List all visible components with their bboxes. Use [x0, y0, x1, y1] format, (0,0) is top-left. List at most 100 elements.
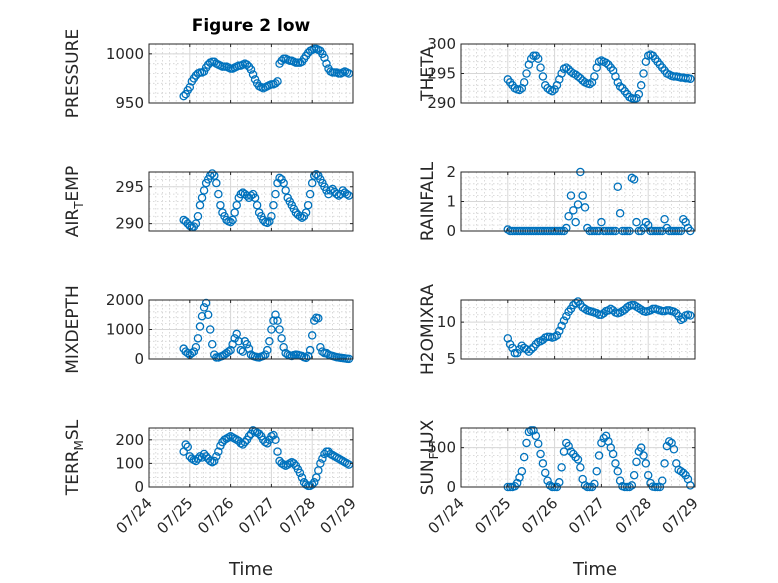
series-points [503, 297, 695, 358]
y-axis-label: SUNFLUX [418, 419, 441, 495]
data-point [303, 200, 313, 210]
data-point [271, 435, 280, 445]
x-tick-label: 07/27 [235, 494, 278, 537]
data-point [326, 186, 335, 195]
data-point [540, 468, 550, 478]
tick-marks [148, 44, 354, 104]
data-point [189, 347, 199, 356]
data-point [242, 339, 252, 349]
data-point [552, 331, 562, 340]
y-axis-label: MIXDEPTH [63, 285, 83, 374]
data-point [569, 206, 578, 215]
data-point [615, 209, 625, 218]
data-point [590, 72, 599, 81]
data-point [660, 214, 669, 224]
data-point [301, 353, 311, 363]
y-tick-label: 295 [115, 178, 144, 196]
data-point [265, 337, 274, 346]
data-point [265, 217, 274, 226]
data-point [636, 81, 646, 90]
data-point [232, 329, 241, 339]
series-points [503, 50, 695, 104]
y-tick-label: 1 [446, 193, 456, 211]
y-tick-label: 300 [427, 35, 456, 53]
data-point [639, 451, 648, 460]
data-point [301, 208, 311, 217]
data-point [555, 326, 564, 336]
data-point [232, 200, 241, 210]
data-point [536, 449, 545, 459]
data-point [197, 193, 207, 203]
data-point [557, 463, 566, 472]
y-tick-label: 0 [446, 478, 456, 496]
tick-marks [460, 300, 696, 360]
data-point [686, 481, 695, 490]
data-point [608, 449, 618, 459]
data-point [517, 467, 527, 476]
data-point [242, 60, 252, 69]
data-point [277, 56, 286, 65]
data-point [601, 431, 611, 441]
data-point [305, 189, 315, 199]
data-point [267, 325, 276, 334]
x-tick-label: 07/28 [612, 494, 655, 537]
data-point [224, 347, 233, 356]
data-point [263, 345, 272, 355]
data-point [632, 457, 641, 467]
data-point [289, 459, 299, 468]
data-point [515, 85, 524, 95]
minor-grid [149, 171, 353, 232]
data-point [201, 298, 211, 308]
series-points [179, 44, 354, 101]
data-point [519, 78, 529, 87]
data-point [627, 481, 637, 490]
data-point [281, 186, 290, 195]
data-point [594, 310, 604, 319]
data-point [555, 478, 564, 487]
data-point [254, 429, 264, 439]
data-point [562, 311, 571, 321]
data-point [597, 217, 606, 227]
data-point [279, 342, 288, 352]
series-points [179, 169, 354, 232]
data-point [210, 456, 219, 466]
data-point [205, 325, 215, 334]
data-point [236, 189, 246, 199]
data-point [214, 447, 223, 456]
data-point [316, 459, 325, 468]
y-tick-label: 10 [437, 313, 456, 331]
data-point [234, 337, 244, 346]
data-point [665, 437, 674, 446]
data-point [252, 200, 262, 210]
data-point [613, 182, 623, 191]
y-tick-label: 0 [134, 350, 144, 368]
data-point [632, 94, 641, 103]
data-point [566, 191, 576, 200]
series-points [179, 426, 354, 491]
series-points [179, 298, 354, 364]
data-point [195, 200, 205, 210]
data-point [564, 441, 573, 451]
data-point [271, 310, 280, 319]
data-point [244, 344, 254, 353]
data-point [562, 63, 571, 72]
data-point [246, 191, 256, 200]
data-point [533, 439, 543, 448]
data-point [273, 316, 282, 325]
y-tick-label: 200 [115, 431, 144, 449]
x-axis-label-left: Time [228, 559, 273, 580]
data-point [230, 208, 239, 217]
data-point [187, 348, 197, 358]
x-tick-label: 07/24 [425, 494, 468, 537]
subplot-3: 290 295 AIRTEMP [63, 166, 354, 237]
subplot-5: 0 1000 2000 MIXDEPTH [63, 285, 354, 374]
data-point [267, 211, 276, 221]
data-point [636, 443, 646, 452]
data-point [578, 191, 587, 200]
data-point [261, 350, 270, 359]
data-point [342, 189, 352, 199]
data-point [307, 480, 317, 489]
data-point [557, 321, 566, 331]
